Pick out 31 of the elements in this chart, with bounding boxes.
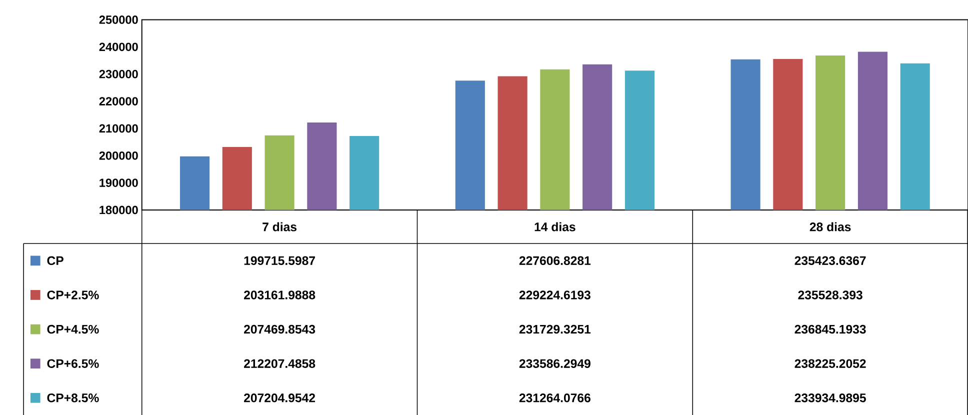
- y-tick-label: 220000: [99, 97, 138, 106]
- data-label: 229224.6193: [519, 290, 590, 300]
- data-label: 233934.9895: [794, 394, 866, 402]
- y-tick-label: 190000: [100, 178, 138, 187]
- data-label: 235423.6367: [794, 256, 866, 266]
- legend-label: CP+8.5%: [47, 394, 99, 402]
- y-tick-label: 200000: [99, 151, 138, 160]
- data-label: 233586.2949: [519, 359, 590, 368]
- y-tick-label: 250000: [99, 16, 138, 24]
- y-tick-label: 240000: [99, 42, 138, 52]
- data-label: 212207.4858: [244, 359, 316, 368]
- data-label: 231264.0766: [519, 394, 590, 402]
- data-label: 207204.9542: [244, 394, 316, 402]
- data-label: 199715.5987: [244, 256, 315, 266]
- legend-label: CP: [47, 256, 64, 266]
- data-label: 203161.9888: [244, 290, 316, 300]
- x-tick-label: 28 dias: [810, 222, 851, 232]
- y-tick-label: 210000: [99, 124, 138, 133]
- data-label: 227606.8281: [519, 256, 591, 266]
- y-tick-label: 230000: [99, 70, 138, 78]
- data-label: 238225.2052: [794, 359, 866, 368]
- x-tick-label: 14 dias: [534, 222, 576, 232]
- data-label: 231729.3251: [519, 324, 591, 334]
- legend-label: CP+4.5%: [47, 324, 99, 334]
- data-label: 236845.1933: [794, 324, 866, 334]
- data-label: 235528.393: [798, 290, 862, 300]
- legend-label: CP+6.5%: [47, 359, 99, 368]
- y-tick-label: 180000: [100, 206, 138, 214]
- x-tick-label: 7 dias: [262, 222, 297, 232]
- data-label: 207469.8543: [244, 324, 316, 334]
- legend-label: CP+2.5%: [47, 290, 99, 300]
